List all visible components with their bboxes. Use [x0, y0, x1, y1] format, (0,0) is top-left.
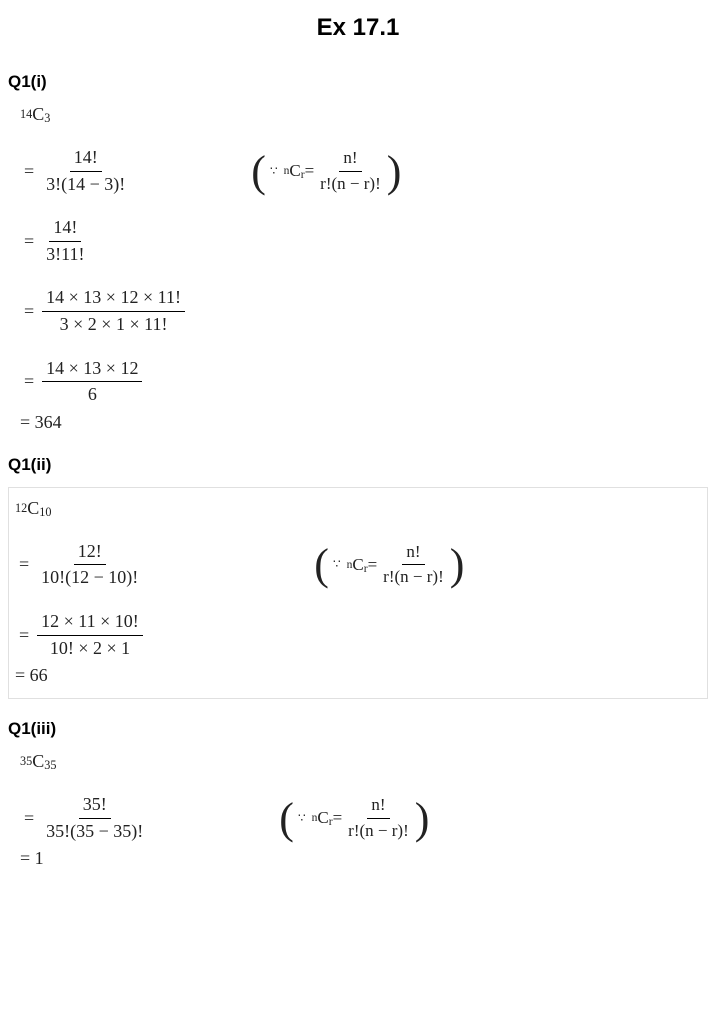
left-paren: (	[314, 547, 329, 582]
numerator: 14!	[70, 147, 102, 172]
expr-q1i-result: = 364	[20, 412, 708, 433]
letter-c: C	[289, 161, 300, 181]
fraction: n! r!(n − r)!	[379, 542, 448, 588]
expr-q1ii-head: 12 C 10	[15, 498, 701, 519]
expr-q1ii-result: = 66	[15, 665, 701, 686]
left-paren: (	[251, 154, 266, 189]
formula-note: ( ∵ n C r = n! r!(n − r)! )	[314, 542, 464, 588]
denominator: r!(n − r)!	[379, 565, 448, 587]
formula-note: ( ∵ n C r = n! r!(n − r)! )	[251, 148, 401, 194]
sub-r: r	[301, 168, 305, 181]
sub-r: r	[364, 562, 368, 575]
fraction: 12! 10!(12 − 10)!	[37, 541, 142, 589]
equals: =	[24, 808, 34, 829]
letter-c: C	[32, 751, 44, 772]
numerator: 12 × 11 × 10!	[37, 611, 143, 636]
numerator: 14!	[49, 217, 81, 242]
denominator: 10! × 2 × 1	[46, 636, 134, 660]
sup-12: 12	[15, 501, 27, 516]
equals: =	[24, 371, 34, 392]
sup-14: 14	[20, 107, 32, 122]
expr-q1i-step2: = 14! 3!11!	[20, 217, 708, 265]
numerator: 14 × 13 × 12 × 11!	[42, 287, 185, 312]
denominator: 6	[84, 382, 101, 406]
page-title: Ex 17.1	[8, 14, 708, 42]
right-paren: )	[387, 154, 402, 189]
expr-q1iii-head: 35 C 35	[20, 751, 708, 772]
denominator: r!(n − r)!	[316, 172, 385, 194]
fraction: 14! 3!(14 − 3)!	[42, 147, 129, 195]
numerator: n!	[402, 542, 424, 565]
sub-3: 3	[44, 111, 50, 126]
expr-q1i-step1: = 14! 3!(14 − 3)! ( ∵ n C r = n! r!(n − …	[20, 147, 708, 195]
math-block-q1iii: 35 C 35 = 35! 35!(35 − 35)! ( ∵ n C r = …	[8, 751, 708, 869]
sup-n: n	[312, 811, 318, 824]
numerator: 35!	[79, 794, 111, 819]
expr-q1i-head: 14 C 3	[20, 104, 708, 125]
left-paren: (	[279, 801, 294, 836]
because-icon: ∵	[270, 164, 278, 179]
question-label-q1iii: Q1(iii)	[8, 719, 708, 739]
fraction: n! r!(n − r)!	[344, 795, 413, 841]
sup-n: n	[347, 558, 353, 571]
fraction: n! r!(n − r)!	[316, 148, 385, 194]
formula-note: ( ∵ n C r = n! r!(n − r)! )	[279, 795, 429, 841]
expr-q1iii-result: = 1	[20, 848, 708, 869]
fraction: 12 × 11 × 10! 10! × 2 × 1	[37, 611, 143, 659]
denominator: r!(n − r)!	[344, 819, 413, 841]
sup-35: 35	[20, 754, 32, 769]
denominator: 10!(12 − 10)!	[37, 565, 142, 589]
denominator: 35!(35 − 35)!	[42, 819, 147, 843]
letter-c: C	[27, 498, 39, 519]
sub-10: 10	[39, 505, 51, 520]
denominator: 3!(14 − 3)!	[42, 172, 129, 196]
right-paren: )	[450, 547, 465, 582]
sub-r: r	[329, 815, 333, 828]
because-icon: ∵	[333, 557, 341, 572]
equals: =	[368, 555, 378, 575]
equals: =	[24, 161, 34, 182]
numerator: n!	[339, 148, 361, 171]
fraction: 14 × 13 × 12 6	[42, 358, 142, 406]
expr-q1ii-step1: = 12! 10!(12 − 10)! ( ∵ n C r = n! r!(n …	[15, 541, 701, 589]
letter-c: C	[352, 555, 363, 575]
sub-35: 35	[44, 758, 56, 773]
letter-c: C	[32, 104, 44, 125]
letter-c: C	[317, 808, 328, 828]
expr-q1ii-step2: = 12 × 11 × 10! 10! × 2 × 1	[15, 611, 701, 659]
because-icon: ∵	[298, 811, 306, 826]
numerator: n!	[367, 795, 389, 818]
fraction: 35! 35!(35 − 35)!	[42, 794, 147, 842]
question-label-q1i: Q1(i)	[8, 72, 708, 92]
equals: =	[333, 808, 343, 828]
expr-q1i-step3: = 14 × 13 × 12 × 11! 3 × 2 × 1 × 11!	[20, 287, 708, 335]
equals: =	[19, 625, 29, 646]
sup-n: n	[284, 164, 290, 177]
fraction: 14 × 13 × 12 × 11! 3 × 2 × 1 × 11!	[42, 287, 185, 335]
math-block-q1i: 14 C 3 = 14! 3!(14 − 3)! ( ∵ n C r = n! …	[8, 104, 708, 433]
denominator: 3!11!	[42, 242, 88, 266]
equals: =	[24, 301, 34, 322]
denominator: 3 × 2 × 1 × 11!	[56, 312, 172, 336]
expr-q1iii-step1: = 35! 35!(35 − 35)! ( ∵ n C r = n! r!(n …	[20, 794, 708, 842]
equals: =	[24, 231, 34, 252]
equals: =	[305, 161, 315, 181]
math-block-q1ii: 12 C 10 = 12! 10!(12 − 10)! ( ∵ n C r = …	[8, 487, 708, 699]
right-paren: )	[415, 801, 430, 836]
equals: =	[19, 554, 29, 575]
expr-q1i-step4: = 14 × 13 × 12 6	[20, 358, 708, 406]
numerator: 14 × 13 × 12	[42, 358, 142, 383]
numerator: 12!	[74, 541, 106, 566]
question-label-q1ii: Q1(ii)	[8, 455, 708, 475]
fraction: 14! 3!11!	[42, 217, 88, 265]
